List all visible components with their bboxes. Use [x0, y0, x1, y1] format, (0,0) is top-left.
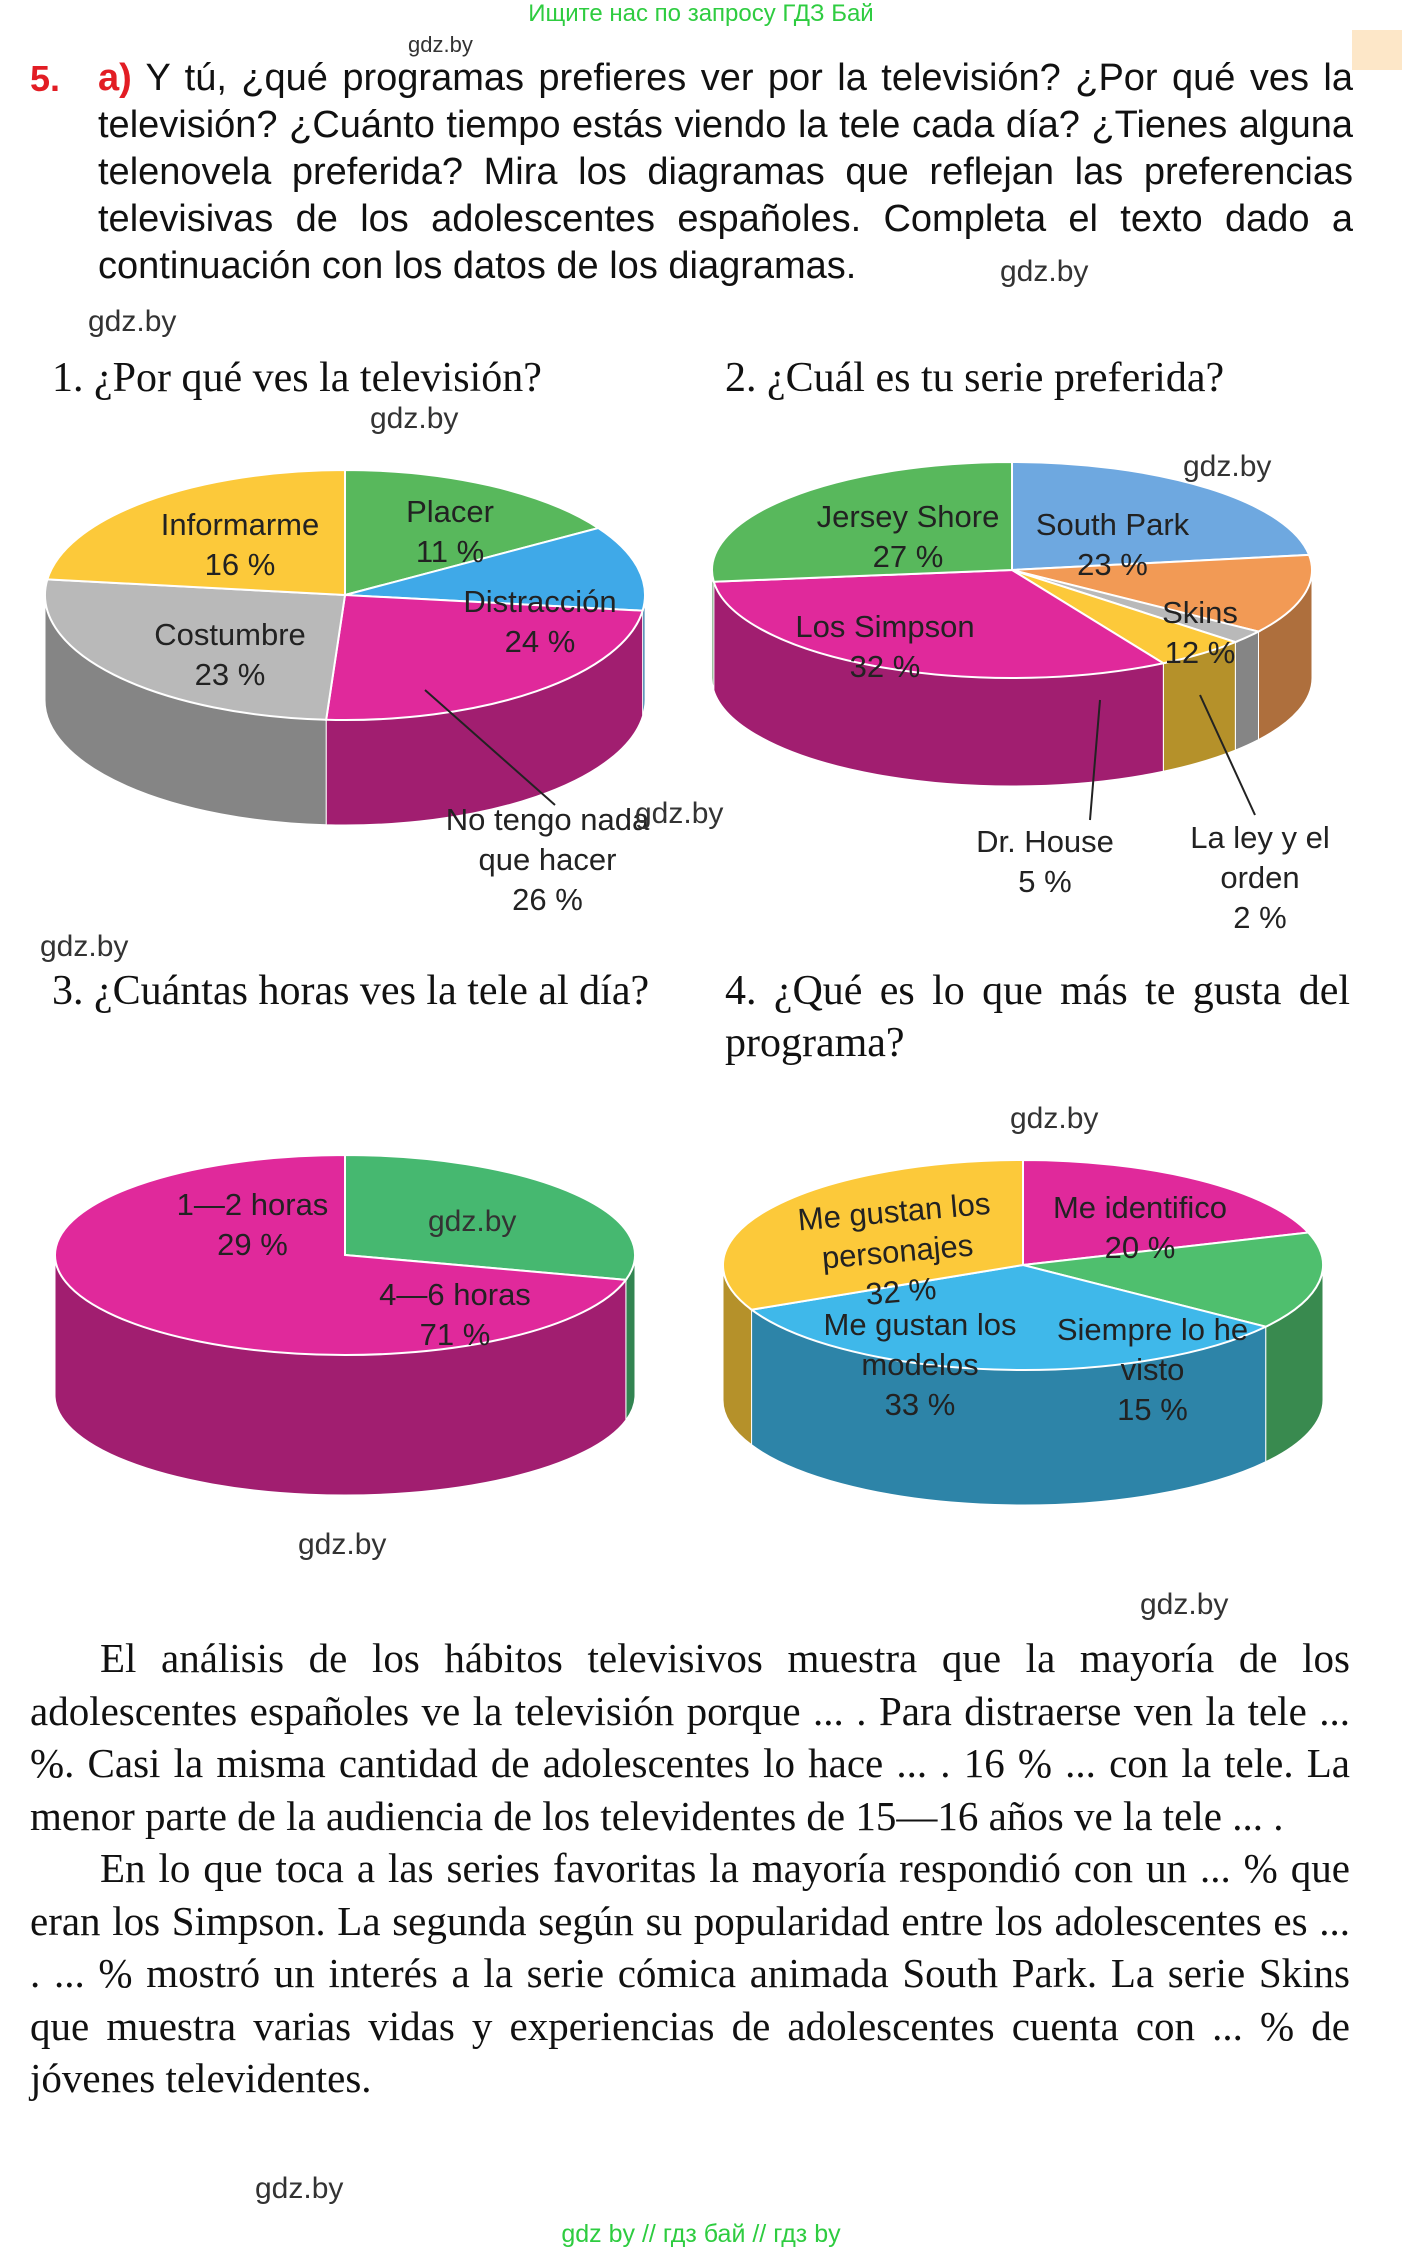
chart-1-slice-3 — [325, 593, 644, 721]
chart-4-label-me-identifico: Me identifico 20 % — [1052, 1190, 1228, 1265]
chart-2-label-dr-house: Dr. House 5 % — [976, 824, 1114, 899]
chart-1-title: 1. ¿Por qué ves la televisión? — [52, 355, 542, 401]
watermark: gdz.by — [255, 2172, 344, 2205]
task-text: a) Y tú, ¿qué programas prefieres ver po… — [98, 55, 1353, 290]
chart-4-label-siempre: Siempre lo he visto 15 % — [1056, 1312, 1249, 1427]
watermark: gdz.by — [370, 402, 459, 435]
chart-3-slice-side-1 — [625, 1254, 636, 1422]
watermark: gdz.by — [1010, 1102, 1099, 1135]
watermark: gdz.by — [1183, 450, 1272, 483]
watermark: gdz.by — [635, 797, 724, 830]
chart-1-label-placer: Placer 11 % — [406, 494, 494, 569]
chart-3-label-1-2-horas: 1—2 horas 29 % — [176, 1187, 329, 1262]
exercise-text: El análisis de los hábitos televisivos m… — [30, 1632, 1350, 2105]
leader-line-2 — [1089, 699, 1101, 821]
page-corner-tab — [1352, 30, 1402, 70]
chart-1-slice-1 — [344, 468, 601, 597]
paragraph-habitos: El análisis de los hábitos televisivos m… — [30, 1635, 1350, 1839]
task-part-label: a) — [98, 57, 132, 99]
chart-1-slice-2 — [344, 526, 646, 612]
chart-2-slice-2 — [1011, 553, 1314, 633]
chart-2-label-la-ley: La ley y el orden 2 % — [1190, 820, 1330, 935]
chart-1-label-informarme: Informarme 16 % — [160, 507, 320, 582]
chart-4-slice-3 — [749, 1263, 1269, 1372]
chart-3-title: 3. ¿Cuántas horas ves la tele al día? — [52, 968, 650, 1014]
chart-4-label-modelos: Me gustan los modelos 33 % — [823, 1307, 1017, 1422]
chart-1-label-distraccion: Distracción 24 % — [463, 584, 617, 659]
watermark: gdz.by — [1000, 255, 1089, 288]
chart-2-label-south-park: South Park 23 % — [1035, 507, 1190, 582]
chart-4-slice-4 — [722, 1158, 1024, 1311]
chart-2-slice-5 — [712, 568, 1166, 679]
chart-4-label-personajes: Me gustan los personajes 32 % — [796, 1185, 992, 1312]
chart-1-slice-5 — [46, 468, 346, 597]
chart-2-label-skins: Skins 12 % — [1162, 595, 1238, 670]
chart-1-slice-4 — [44, 578, 347, 721]
chart-2-slice-6 — [711, 460, 1013, 583]
watermark: gdz.by — [40, 930, 129, 963]
chart-4-slice-2 — [1022, 1231, 1324, 1328]
chart-1-label-nada: No tengo nada que hacer 26 % — [445, 802, 650, 917]
top-banner: Ищите нас по запросу ГДЗ Бай — [528, 0, 874, 27]
watermark: gdz.by — [428, 1205, 517, 1238]
chart-2-slice-side-6 — [711, 569, 715, 690]
chart-3-slice-2 — [54, 1153, 628, 1356]
chart-2-label-jersey-shore: Jersey Shore 27 % — [816, 499, 1000, 574]
chart-4-slice-1 — [1022, 1158, 1311, 1267]
chart-4-title: 4. ¿Qué es lo que más te gusta del progr… — [725, 968, 1350, 1066]
watermark: gdz.by — [408, 32, 473, 57]
paragraph-series: En lo que toca a las series favoritas la… — [30, 1845, 1350, 2101]
chart-2-label-los-simpson: Los Simpson 32 % — [795, 609, 975, 684]
chart-2-title: 2. ¿Cuál es tu serie preferida? — [725, 355, 1225, 401]
watermark: gdz.by — [298, 1528, 387, 1561]
leader-line-1 — [424, 689, 556, 806]
watermark: gdz.by — [88, 305, 177, 338]
task-body: Y tú, ¿qué programas prefieres ver por l… — [98, 57, 1353, 287]
leader-line-3 — [1199, 694, 1256, 816]
chart-2-slice-1 — [1011, 460, 1311, 572]
watermark: gdz.by — [1140, 1588, 1229, 1621]
footer-links: gdz by // гдз бай // гдз by — [561, 2220, 841, 2248]
task-number: 5. — [30, 58, 61, 99]
chart-3-slice-1 — [344, 1153, 636, 1281]
chart-1-label-costumbre: Costumbre 23 % — [154, 617, 306, 692]
chart-3-label-4-6-horas: 4—6 horas 71 % — [379, 1277, 531, 1352]
